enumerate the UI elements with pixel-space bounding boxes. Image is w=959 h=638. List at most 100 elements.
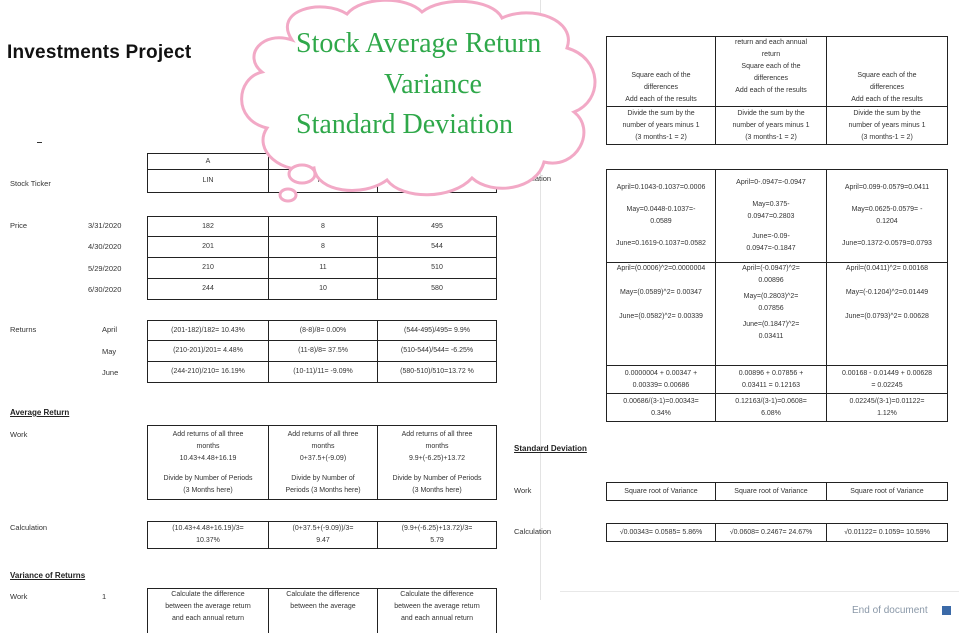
cell-line: April=0.099-0.0579=0.0411 <box>844 184 930 191</box>
end-of-document-label: End of document <box>852 605 928 616</box>
std-work-cell: Square root of Variance <box>606 482 716 501</box>
dash-mark <box>37 142 42 143</box>
price-label: Price <box>10 221 28 230</box>
cell-line: April=(0.0411)^2= 0.00168 <box>845 265 929 272</box>
avg-work-table: Add returns of all three months 10.43+4.… <box>147 425 497 500</box>
cell-line: 0.0000004 + 0.00347 + <box>624 369 698 377</box>
variance-heading: Variance of Returns <box>10 571 86 580</box>
work-label: Work <box>514 486 532 495</box>
std-calc-table: √0.00343= 0.0585= 5.86% √0.0608= 0.2467=… <box>606 523 948 542</box>
price-cell: 244 <box>147 278 269 300</box>
month-label: April <box>102 325 118 334</box>
cell-line: May=(0.0589)^2= 0.00347 <box>620 289 702 296</box>
cell-line: differences <box>643 84 679 91</box>
cell-line: June=0.1372-0.0579=0.0793 <box>842 240 932 247</box>
cell-line: 0.02245/(3-1)=0.01122= <box>849 397 925 405</box>
cell-line: June=(0.1847)^2= <box>742 321 800 328</box>
return-cell: (244-210)/210= 16.19% <box>147 361 269 383</box>
cell-line: June=-0.09- <box>752 233 790 240</box>
divide-cell: Divide the sum by the number of years mi… <box>715 106 827 145</box>
cell-line: Divide the sum by the <box>737 109 805 117</box>
variance-steps-table: Square each of the differences Add each … <box>606 36 948 145</box>
square-cell: April=(0.0411)^2= 0.00168 May=(-0.1204)^… <box>826 262 948 366</box>
average-return-heading: Average Return <box>10 408 70 417</box>
cell-line: May=(0.2803)^2= <box>743 293 799 300</box>
std-calc-cell: √0.0608= 0.2467= 24.67% <box>715 523 827 542</box>
return-cell: (11-8)/8= 37.5% <box>268 340 378 362</box>
return-cell: (544-495)/495= 9.9% <box>377 320 497 341</box>
cell-line: 0.00896 <box>758 277 784 284</box>
price-cell: 201 <box>147 236 269 258</box>
divide-cell: Divide the sum by the number of years mi… <box>826 106 948 145</box>
divide-cell: Divide the sum by the number of years mi… <box>606 106 716 145</box>
cell-line: 0.00686/(3-1)=0.00343= <box>623 397 699 405</box>
var-work-cell: Calculate the difference between the ave… <box>147 588 269 633</box>
var-work-table: Calculate the difference between the ave… <box>147 588 497 633</box>
return-cell: (10-11)/11= -9.09% <box>268 361 378 383</box>
steps-cell: Square each of the differences Add each … <box>606 36 716 107</box>
cell-line: 0.03411 = 0.12163 <box>741 381 801 389</box>
cell-line: return <box>761 51 781 58</box>
cell-line: 1.12% <box>877 409 897 417</box>
cell-line: May=0.0625-0.0579= - <box>851 206 923 213</box>
end-of-document-marker <box>942 606 951 615</box>
price-cell: 182 <box>147 216 269 237</box>
month-label: May <box>102 347 117 356</box>
price-cell: 210 <box>147 257 269 279</box>
avg-work-cell: Add returns of all three months 10.43+4.… <box>147 425 269 500</box>
cell-line: Divide by Number of <box>291 474 355 482</box>
cell-line: (0+37.5+(-9.09))/3= <box>292 525 354 532</box>
cell-line: differences <box>869 84 905 91</box>
avg-work-cell: Add returns of all three months 0+37.5+(… <box>268 425 378 500</box>
cell-line: May=(-0.1204)^2=0.01449 <box>845 289 929 296</box>
avg-work-cell: Add returns of all three months 9.9+(-6.… <box>377 425 497 500</box>
cloud-callout-shape <box>240 0 597 203</box>
cell-line: 9.47 <box>316 537 330 544</box>
cell-line: = 0.02245 <box>871 381 903 389</box>
std-work-cell: Square root of Variance <box>715 482 827 501</box>
cell-line: (3 months-1 = 2) <box>745 133 797 141</box>
return-cell: (210-201)/201= 4.48% <box>147 340 269 362</box>
variance-result-cell: 0.00686/(3-1)=0.00343= 0.34% <box>606 393 716 422</box>
std-dev-heading: Standard Deviation <box>514 444 587 453</box>
std-calc-cell: √0.01122= 0.1059= 10.59% <box>826 523 948 542</box>
diff-cell: April=0.1043-0.1037=0.0006 May=0.0448-0.… <box>606 169 716 263</box>
diff-cell: April=0.099-0.0579=0.0411 May=0.0625-0.0… <box>826 169 948 263</box>
stock-ticker-label: Stock Ticker <box>10 179 51 188</box>
date-label: 3/31/2020 <box>88 221 122 230</box>
cell-line: June=0.1619-0.1037=0.0582 <box>616 240 706 247</box>
date-label: 6/30/2020 <box>88 285 122 294</box>
avg-calc-cell: (9.9+(-6.25)+13.72)/3= 5.79 <box>377 521 497 549</box>
cell-line: (10.43+4.48+16.19)/3= <box>172 525 244 532</box>
cell-line: 0.00896 + 0.07856 + <box>738 369 804 377</box>
cell-line: June=(0.0793)^2= 0.00628 <box>845 313 929 320</box>
cell-line: 0.0589 <box>650 218 672 225</box>
avg-calc-cell: (0+37.5+(-9.09))/3= 9.47 <box>268 521 378 549</box>
cell-line: 0.07856 <box>758 305 784 312</box>
cell-line: 0+37.5+(-9.09) <box>299 454 347 462</box>
std-work-table: Square root of Variance Square root of V… <box>606 482 948 501</box>
cell-line: Square each of the <box>631 72 691 79</box>
calculation-label: Calculation <box>10 523 48 532</box>
cell-line: 0.00168 - 0.01449 + 0.00628 <box>841 369 933 377</box>
square-cell: April=(-0.0947)^2= 0.00896 May=(0.2803)^… <box>715 262 827 366</box>
cell-line: Add each of the results <box>625 96 697 103</box>
cell-line: (3 months-1 = 2) <box>635 133 687 141</box>
cell-line: Divide the sum by the <box>627 109 695 117</box>
steps-cell: return and each annual return Square eac… <box>715 36 827 107</box>
month-label: June <box>102 368 119 377</box>
cell-line: 10.37% <box>196 537 220 544</box>
cell-line: number of years minus 1 <box>732 121 810 129</box>
return-cell: (580-510)/510=13.72 % <box>377 361 497 383</box>
cell-line: Add returns of all three <box>401 430 473 438</box>
avg-calc-cell: (10.43+4.48+16.19)/3= 10.37% <box>147 521 269 549</box>
cell-line: Add each of the results <box>735 87 807 94</box>
price-table: 182 8 495 201 8 544 210 11 510 244 10 58… <box>147 216 497 300</box>
work-label: Work <box>10 430 28 439</box>
work-label: Work <box>10 592 28 601</box>
cell-line: number of years minus 1 <box>622 121 700 129</box>
var-work-cell: Calculate the difference between the ave… <box>377 588 497 633</box>
cell-line: May=0.375- <box>752 201 790 208</box>
cell-line: between the average <box>290 603 356 610</box>
price-cell: 544 <box>377 236 497 258</box>
